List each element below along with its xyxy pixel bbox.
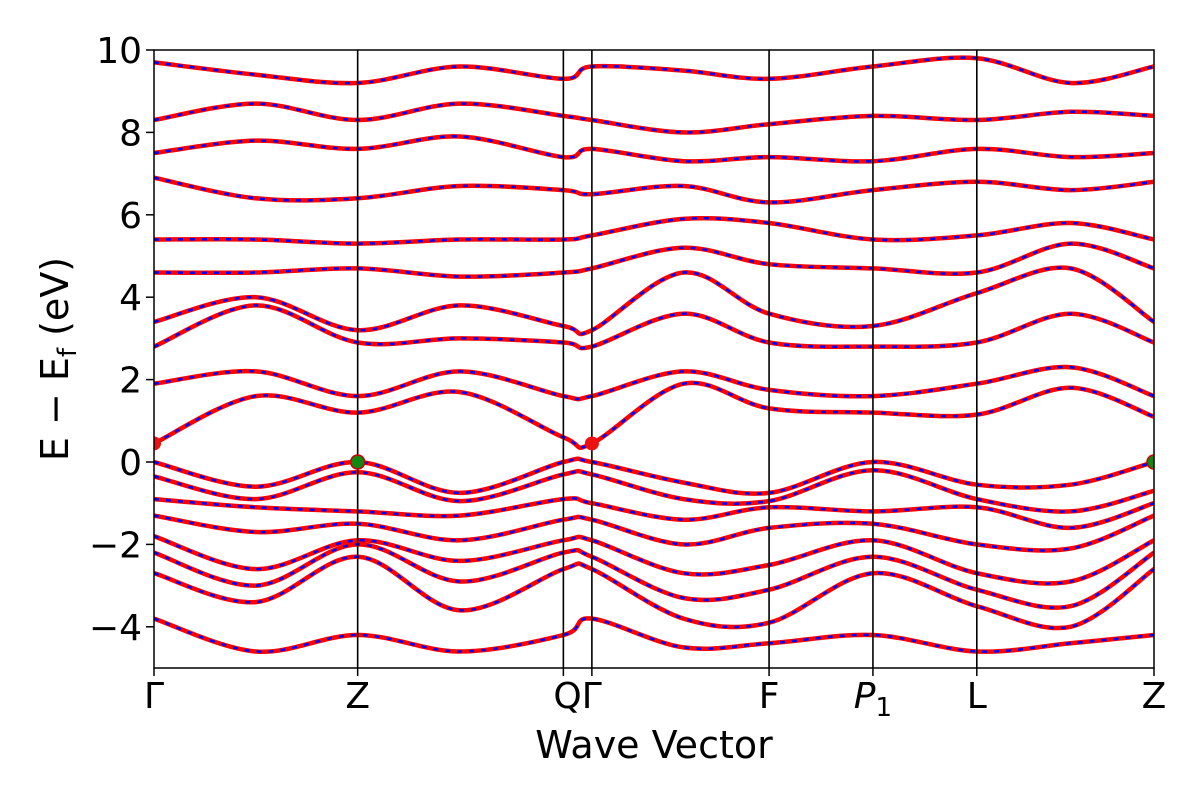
y-tick-label: 0 [119,443,142,484]
y-axis-label-subscript: f [53,347,83,357]
x-tick-label: Z [345,676,370,717]
x-tick-label: L [967,676,987,717]
vbm-marker-1 [349,454,366,470]
x-tick-label: F [759,676,780,717]
valence-band-5-red [154,533,1154,586]
cbm-marker-2 [584,436,599,451]
valence-band-1-blue-dashed [154,457,1154,495]
valence-band-8-red [154,616,1154,654]
vbm-marker-2 [1146,454,1154,470]
y-tick-label: 4 [119,278,142,319]
y-tick-label: 8 [119,113,142,154]
conduction-band-10-blue-dashed [154,56,1154,85]
y-tick-label: 10 [96,31,142,72]
x-tick-label: QΓ [553,676,601,717]
cbm-marker-1 [154,436,161,451]
conduction-band-9-blue-dashed [154,102,1154,134]
y-axis-label-unit: (eV) [33,257,77,348]
x-axis-ticks: Γ Z QΓ F P1 L Z [144,668,1166,723]
conduction-band-1-red [154,380,1154,450]
conduction-band-6-blue-dashed [154,216,1154,245]
y-tick-label: −4 [89,608,142,649]
x-tick-label: Z [1142,676,1167,717]
y-axis-ticks: −4 −2 0 2 4 6 8 10 [89,31,154,649]
conduction-band-5-blue-dashed [154,242,1154,278]
y-tick-label: −2 [89,525,142,566]
y-axis-label-main: E − E [33,357,77,461]
conduction-band-7-blue-dashed [154,176,1154,204]
conduction-band-4-blue-dashed [154,266,1154,336]
valence-band-2-blue-dashed [154,468,1154,513]
x-tick-label: P1 [854,676,892,723]
bands-layer [154,55,1154,654]
x-tick-label-main: P [854,676,876,717]
x-axis-label: Wave Vector [535,723,773,767]
valence-band-3-blue-dashed [154,497,1154,530]
plot-frame [153,49,1155,669]
valence-band-6-blue-dashed [154,543,1154,609]
band-edge-markers [154,436,1154,470]
y-axis-label: E − Ef (eV) [33,257,83,461]
y-tick-label: 2 [119,361,142,402]
kpoint-lines [356,50,978,668]
conduction-band-8-blue-dashed [154,135,1154,163]
valence-band-7-red [154,554,1154,631]
x-tick-label: Γ [144,676,164,717]
valence-band-4-blue-dashed [154,514,1154,552]
x-tick-label-subscript: 1 [876,693,893,723]
conduction-band-3-blue-dashed [154,304,1154,350]
conduction-band-2-blue-dashed [154,365,1154,401]
y-tick-label: 6 [119,196,142,237]
